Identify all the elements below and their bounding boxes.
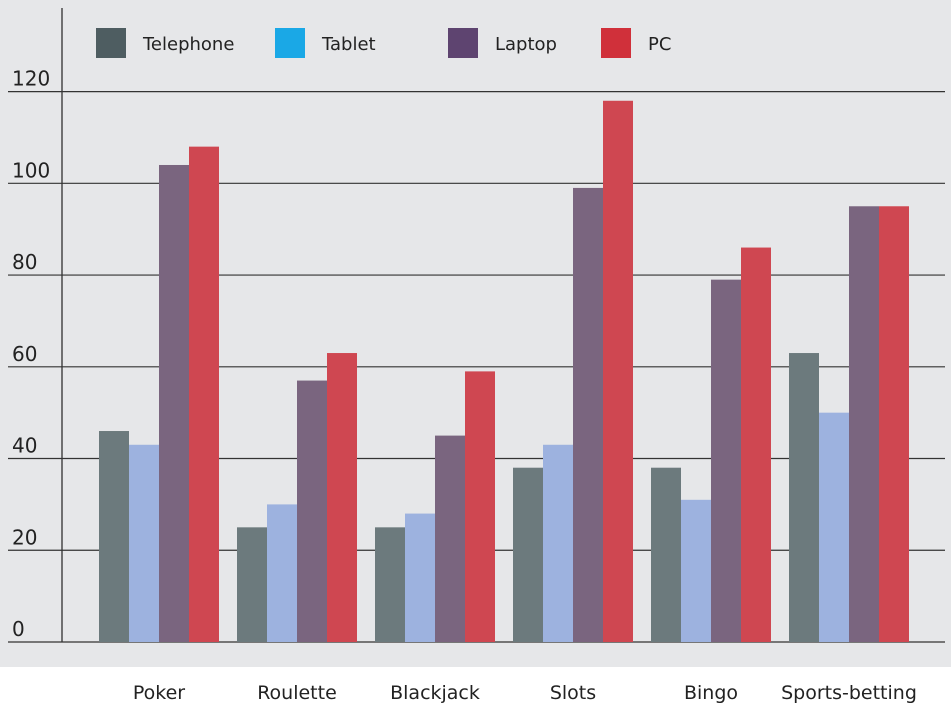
bars: [99, 100, 909, 643]
bar-tablet-poker: [129, 444, 159, 642]
bar-tablet-blackjack: [405, 513, 435, 642]
bar-telephone-roulette: [237, 527, 267, 642]
x-axis-category-labels: Poker Roulette Blackjack Slots Bingo Sports-b…: [133, 682, 917, 704]
bar-pc-poker: [189, 146, 219, 642]
bar-laptop-blackjack: [435, 435, 465, 642]
bar-tablet-roulette: [267, 504, 297, 642]
bar-laptop-slots: [573, 187, 603, 643]
y-tick-label: 40: [12, 434, 37, 458]
bar-pc-sports-betting: [879, 206, 909, 642]
bar-pc-slots: [603, 100, 633, 643]
bar-telephone-blackjack: [375, 527, 405, 642]
bar-telephone-sports-betting: [789, 353, 819, 642]
legend-swatch-telephone: [96, 28, 126, 58]
y-axis-tick-labels: 0 20 40 60 80 100 120: [12, 67, 50, 641]
legend-label-pc: PC: [648, 34, 671, 55]
y-tick-label: 120: [12, 67, 50, 91]
y-tick-label: 60: [12, 342, 37, 366]
legend-swatch-pc: [601, 28, 631, 58]
bar-laptop-bingo: [711, 279, 741, 642]
y-tick-label: 20: [12, 525, 37, 549]
category-label: Blackjack: [390, 682, 480, 704]
bar-tablet-slots: [543, 444, 573, 642]
category-label: Roulette: [257, 682, 337, 704]
bar-tablet-sports-betting: [819, 412, 849, 642]
bar-laptop-poker: [159, 164, 189, 642]
legend: Telephone Tablet Laptop PC: [96, 28, 671, 58]
legend-label-telephone: Telephone: [142, 34, 234, 55]
y-tick-label: 100: [12, 158, 50, 182]
legend-swatch-laptop: [448, 28, 478, 58]
bar-telephone-poker: [99, 431, 129, 642]
category-label: Poker: [133, 682, 185, 704]
bar-telephone-slots: [513, 467, 543, 642]
bar-pc-bingo: [741, 247, 771, 642]
legend-label-laptop: Laptop: [495, 34, 557, 55]
bar-tablet-bingo: [681, 499, 711, 642]
bar-telephone-bingo: [651, 467, 681, 642]
category-label: Slots: [550, 682, 596, 704]
bar-pc-blackjack: [465, 371, 495, 642]
bar-laptop-sports-betting: [849, 206, 879, 642]
y-tick-label: 80: [12, 250, 37, 274]
legend-swatch-tablet: [275, 28, 305, 58]
legend-label-tablet: Tablet: [321, 34, 376, 55]
category-label: Sports-betting: [781, 682, 917, 704]
bar-pc-roulette: [327, 353, 357, 642]
category-label: Bingo: [684, 682, 738, 704]
bar-laptop-roulette: [297, 380, 327, 642]
y-tick-label: 0: [12, 617, 25, 641]
